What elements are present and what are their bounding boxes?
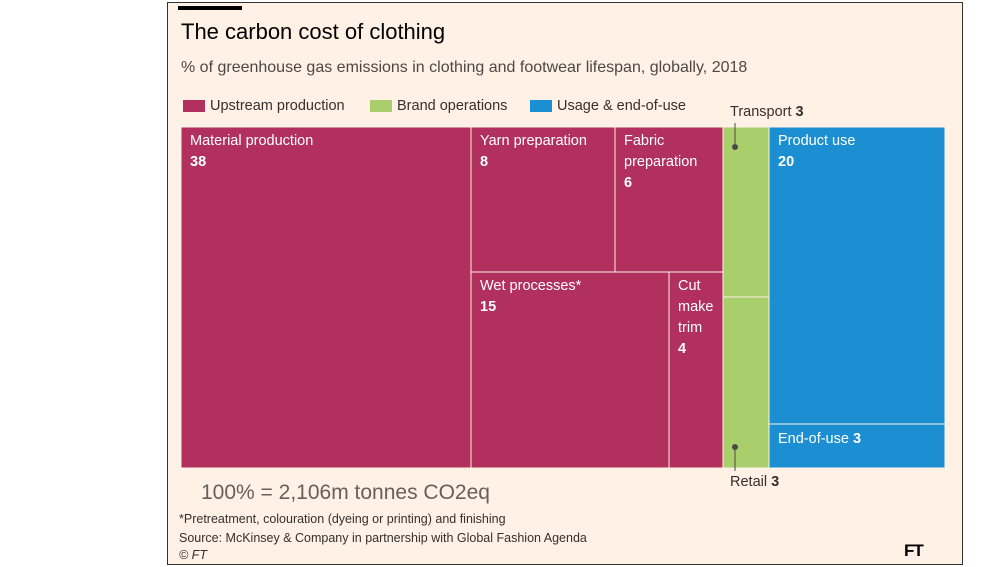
- chart-subtitle: % of greenhouse gas emissions in clothin…: [181, 59, 748, 76]
- cell-label-transport: Transport 3: [730, 104, 804, 120]
- treemap-chart: Material production 38 Yarn preparation 8 Fa…: [180, 104, 946, 490]
- chart-card: The carbon cost of clothing % of greenho…: [167, 2, 963, 565]
- legend-item-brand: Brand operations: [370, 98, 507, 114]
- cell-label-material-production: Material production: [190, 133, 313, 149]
- legend-label-brand: Brand operations: [397, 98, 508, 114]
- cell-cut-make-trim: [668, 271, 724, 469]
- legend-item-usage: Usage & end-of-use: [530, 98, 686, 114]
- cell-value-material-production: 38: [190, 154, 206, 170]
- ft-logo: FT: [904, 541, 924, 560]
- legend-item-upstream: Upstream production: [183, 98, 345, 114]
- legend-label-usage: Usage & end-of-use: [557, 98, 686, 114]
- cell-transport: [722, 126, 770, 298]
- cell-retail: [722, 296, 770, 469]
- copyright-note: © FT: [179, 548, 207, 562]
- footnote: *Pretreatment, colouration (dyeing or pr…: [179, 512, 506, 526]
- source-note: Source: McKinsey & Company in partnershi…: [179, 531, 587, 545]
- cell-fabric-preparation: [614, 126, 724, 273]
- cell-label-cut-make-trim: Cut make trim: [678, 278, 713, 336]
- cell-value-fabric-preparation: 6: [624, 175, 632, 191]
- cell-label-end-of-use: End-of-use 3: [778, 431, 861, 447]
- title-accent-bar: [178, 6, 242, 10]
- legend-swatch-upstream: [183, 100, 205, 112]
- legend-label-upstream: Upstream production: [210, 98, 345, 114]
- cell-value-cut-make-trim: 4: [678, 341, 686, 357]
- cell-wet-processes: [470, 271, 670, 469]
- legend-swatch-brand: [370, 100, 392, 112]
- transport-leader-dot: [732, 144, 738, 150]
- cell-end-of-use: [768, 423, 946, 469]
- cell-value-transport: 3: [796, 104, 804, 120]
- chart-title: The carbon cost of clothing: [181, 19, 446, 44]
- cell-product-use: [768, 126, 946, 425]
- total-note: 100% = 2,106m tonnes CO2eq: [201, 481, 490, 504]
- cell-label-yarn-preparation: Yarn preparation: [480, 133, 587, 149]
- cell-value-wet-processes: 15: [480, 299, 496, 315]
- cell-value-yarn-preparation: 8: [480, 154, 488, 170]
- cell-label-fabric-preparation: Fabric preparation: [624, 133, 697, 170]
- cell-value-product-use: 20: [778, 154, 794, 170]
- cell-label-product-use: Product use: [778, 133, 855, 149]
- legend-swatch-usage: [530, 100, 552, 112]
- cell-value-end-of-use: 3: [853, 431, 861, 447]
- cell-label-wet-processes: Wet processes*: [480, 278, 582, 294]
- cell-material-production: [180, 126, 472, 469]
- cell-value-retail: 3: [771, 474, 779, 490]
- cell-label-retail: Retail 3: [730, 474, 779, 490]
